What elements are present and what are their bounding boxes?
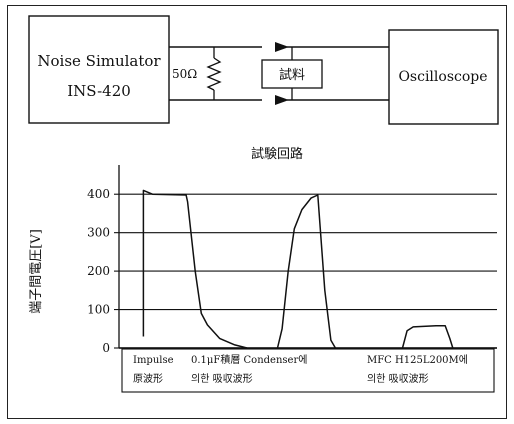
y-tick-labels: 0 100 200 300 400 xyxy=(87,187,110,355)
annotation-2-line2: 의한 吸収波形 xyxy=(191,372,253,385)
annotation-3-line2: 의한 吸収波形 xyxy=(367,372,429,385)
y-axis-label: 端子間電圧[V] xyxy=(29,229,44,314)
y-tick-label-200: 200 xyxy=(87,264,110,278)
waveform-2 xyxy=(276,194,337,349)
oscilloscope-box xyxy=(388,29,499,125)
noise-simulator-box xyxy=(28,15,170,124)
y-tick-label-0: 0 xyxy=(102,341,110,355)
grid-lines xyxy=(119,193,497,349)
y-tick-label-300: 300 xyxy=(87,226,110,240)
sample-label: 試料 xyxy=(279,67,305,83)
annotation-3-line1: MFC H125L200M에 xyxy=(367,354,468,366)
waveform-series xyxy=(142,189,454,349)
annotation-box xyxy=(121,348,495,393)
y-tick-label-100: 100 xyxy=(87,303,110,317)
noise-simulator-model: INS-420 xyxy=(67,82,131,100)
circuit-caption: 試験回路 xyxy=(251,146,303,162)
waveform-1 xyxy=(142,189,248,349)
y-tick-label-400: 400 xyxy=(87,187,110,201)
resistor-symbol xyxy=(206,57,222,91)
circuit-diagram: Noise Simulator INS-420 50Ω 試料 Oscillosc… xyxy=(28,15,499,162)
resistor-label: 50Ω xyxy=(172,67,197,81)
outer-frame xyxy=(7,5,507,419)
annotation-1-line2: 原波形 xyxy=(133,372,163,385)
annotation-2-line1: 0.1μF積層 Condenser에 xyxy=(191,353,307,366)
waveform-3 xyxy=(401,324,454,349)
oscilloscope-label: Oscilloscope xyxy=(398,69,487,85)
annotation-1-line1: Impulse xyxy=(133,355,174,366)
voltage-chart: 0 100 200 300 400 端子間電圧[V] Impulse 原波形 0.1μF積層… xyxy=(29,165,497,393)
noise-simulator-name: Noise Simulator xyxy=(37,52,161,70)
chart-axes xyxy=(114,165,497,349)
